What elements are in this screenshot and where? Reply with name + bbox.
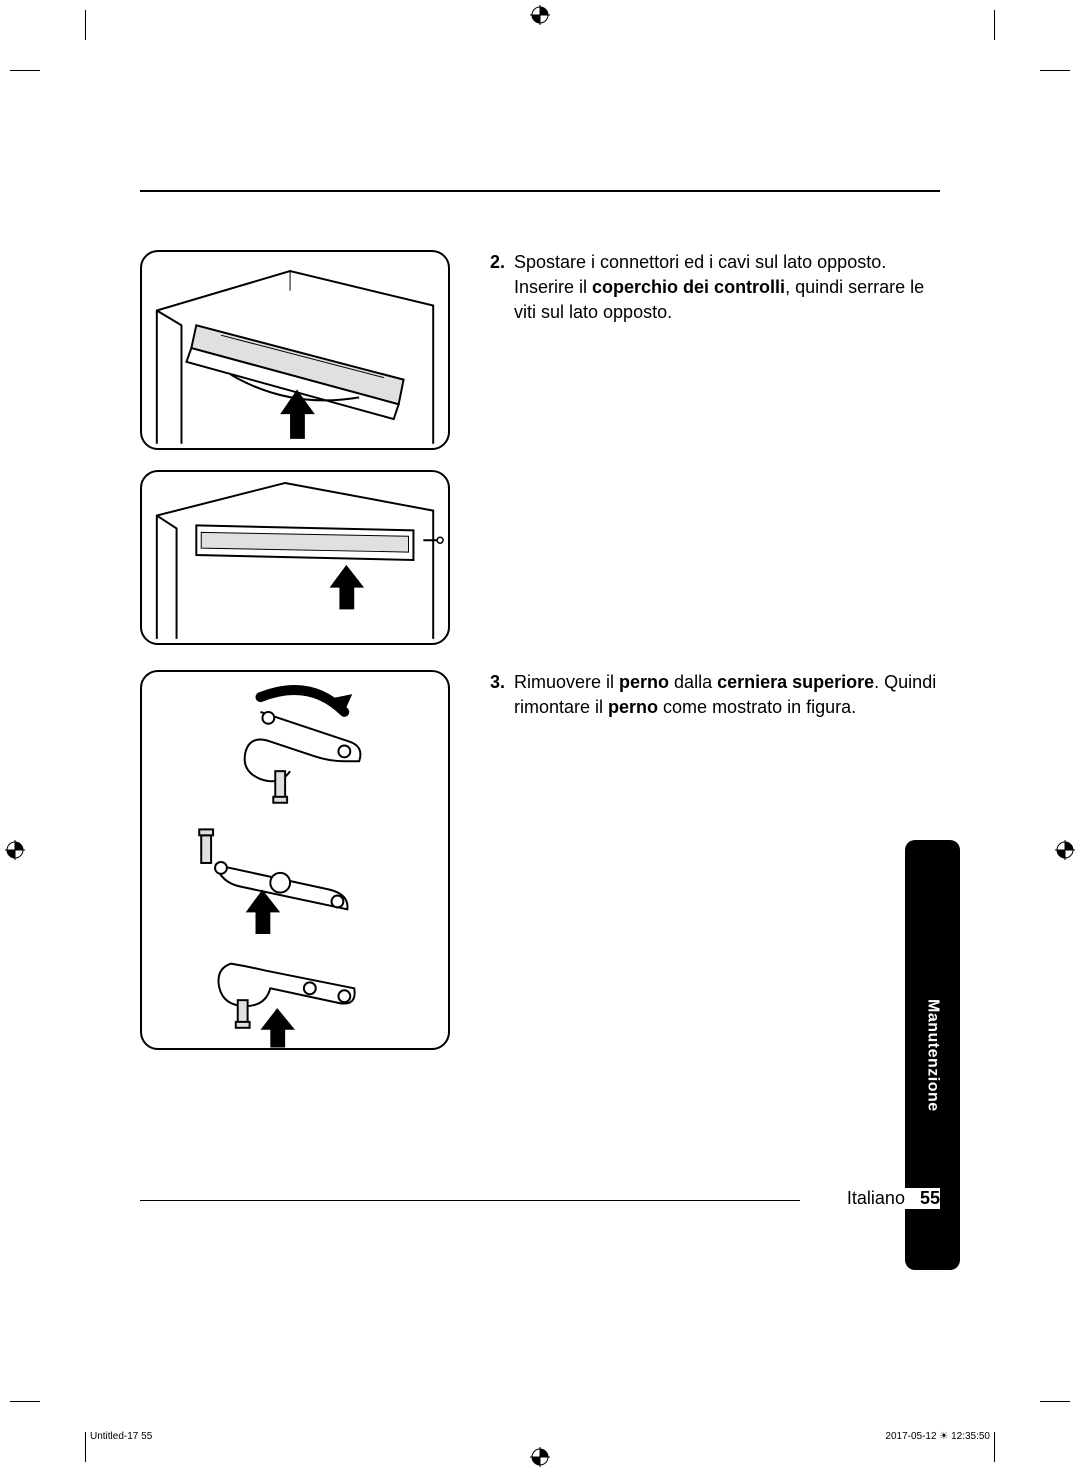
text-bold: perno [608,697,658,717]
step-2-text: 2. Spostare i connettori ed i cavi sul l… [490,250,940,645]
illustration-2a [140,250,450,450]
illustration-2b [140,470,450,645]
crop-mark [85,1432,86,1462]
step-3-text: 3. Rimuovere il perno dalla cerniera sup… [490,670,940,1050]
micro-footer-right: 2017-05-12 ☀ 12:35:50 [885,1431,990,1442]
crop-mark [10,1401,40,1402]
page: Manutenzione [0,0,1080,1472]
footer-page-number: 55 [920,1188,940,1208]
crop-mark [1040,70,1070,71]
micro-footer-left: Untitled-17 55 [90,1431,152,1442]
reg-mark-left [5,840,25,860]
step-3-body: Rimuovere il perno dalla cerniera superi… [514,670,940,720]
reg-mark-bottom [530,1447,550,1467]
crop-mark [1040,1401,1070,1402]
text-bold: cerniera superiore [717,672,874,692]
text: Rimuovere il [514,672,619,692]
footer-language: Italiano [847,1188,905,1208]
illustration-3 [140,670,450,1050]
reg-mark-right [1055,840,1075,860]
crop-mark [994,1432,995,1462]
crop-mark [85,10,86,40]
text-bold: coperchio dei controlli [592,277,785,297]
content-area: 2. Spostare i connettori ed i cavi sul l… [140,190,940,1272]
step-2-number: 2. [490,250,514,326]
step-2-body: Spostare i connettori ed i cavi sul lato… [514,250,940,326]
crop-mark [10,70,40,71]
text-bold: perno [619,672,669,692]
step-3-row: 3. Rimuovere il perno dalla cerniera sup… [140,670,940,1050]
footer-language-page: Italiano 55 [827,1188,940,1209]
text: come mostrato in figura. [658,697,856,717]
micro-footer: Untitled-17 55 2017-05-12 ☀ 12:35:50 [90,1431,990,1442]
step-2-row: 2. Spostare i connettori ed i cavi sul l… [140,250,940,645]
footer-line [140,1200,800,1201]
step-3-number: 3. [490,670,514,720]
step-2-illustrations [140,250,450,645]
step-3-illustration [140,670,450,1050]
footer-rule: Italiano 55 [140,1188,940,1212]
top-rule [140,190,940,192]
reg-mark-top [530,5,550,25]
crop-mark [994,10,995,40]
text: dalla [669,672,717,692]
